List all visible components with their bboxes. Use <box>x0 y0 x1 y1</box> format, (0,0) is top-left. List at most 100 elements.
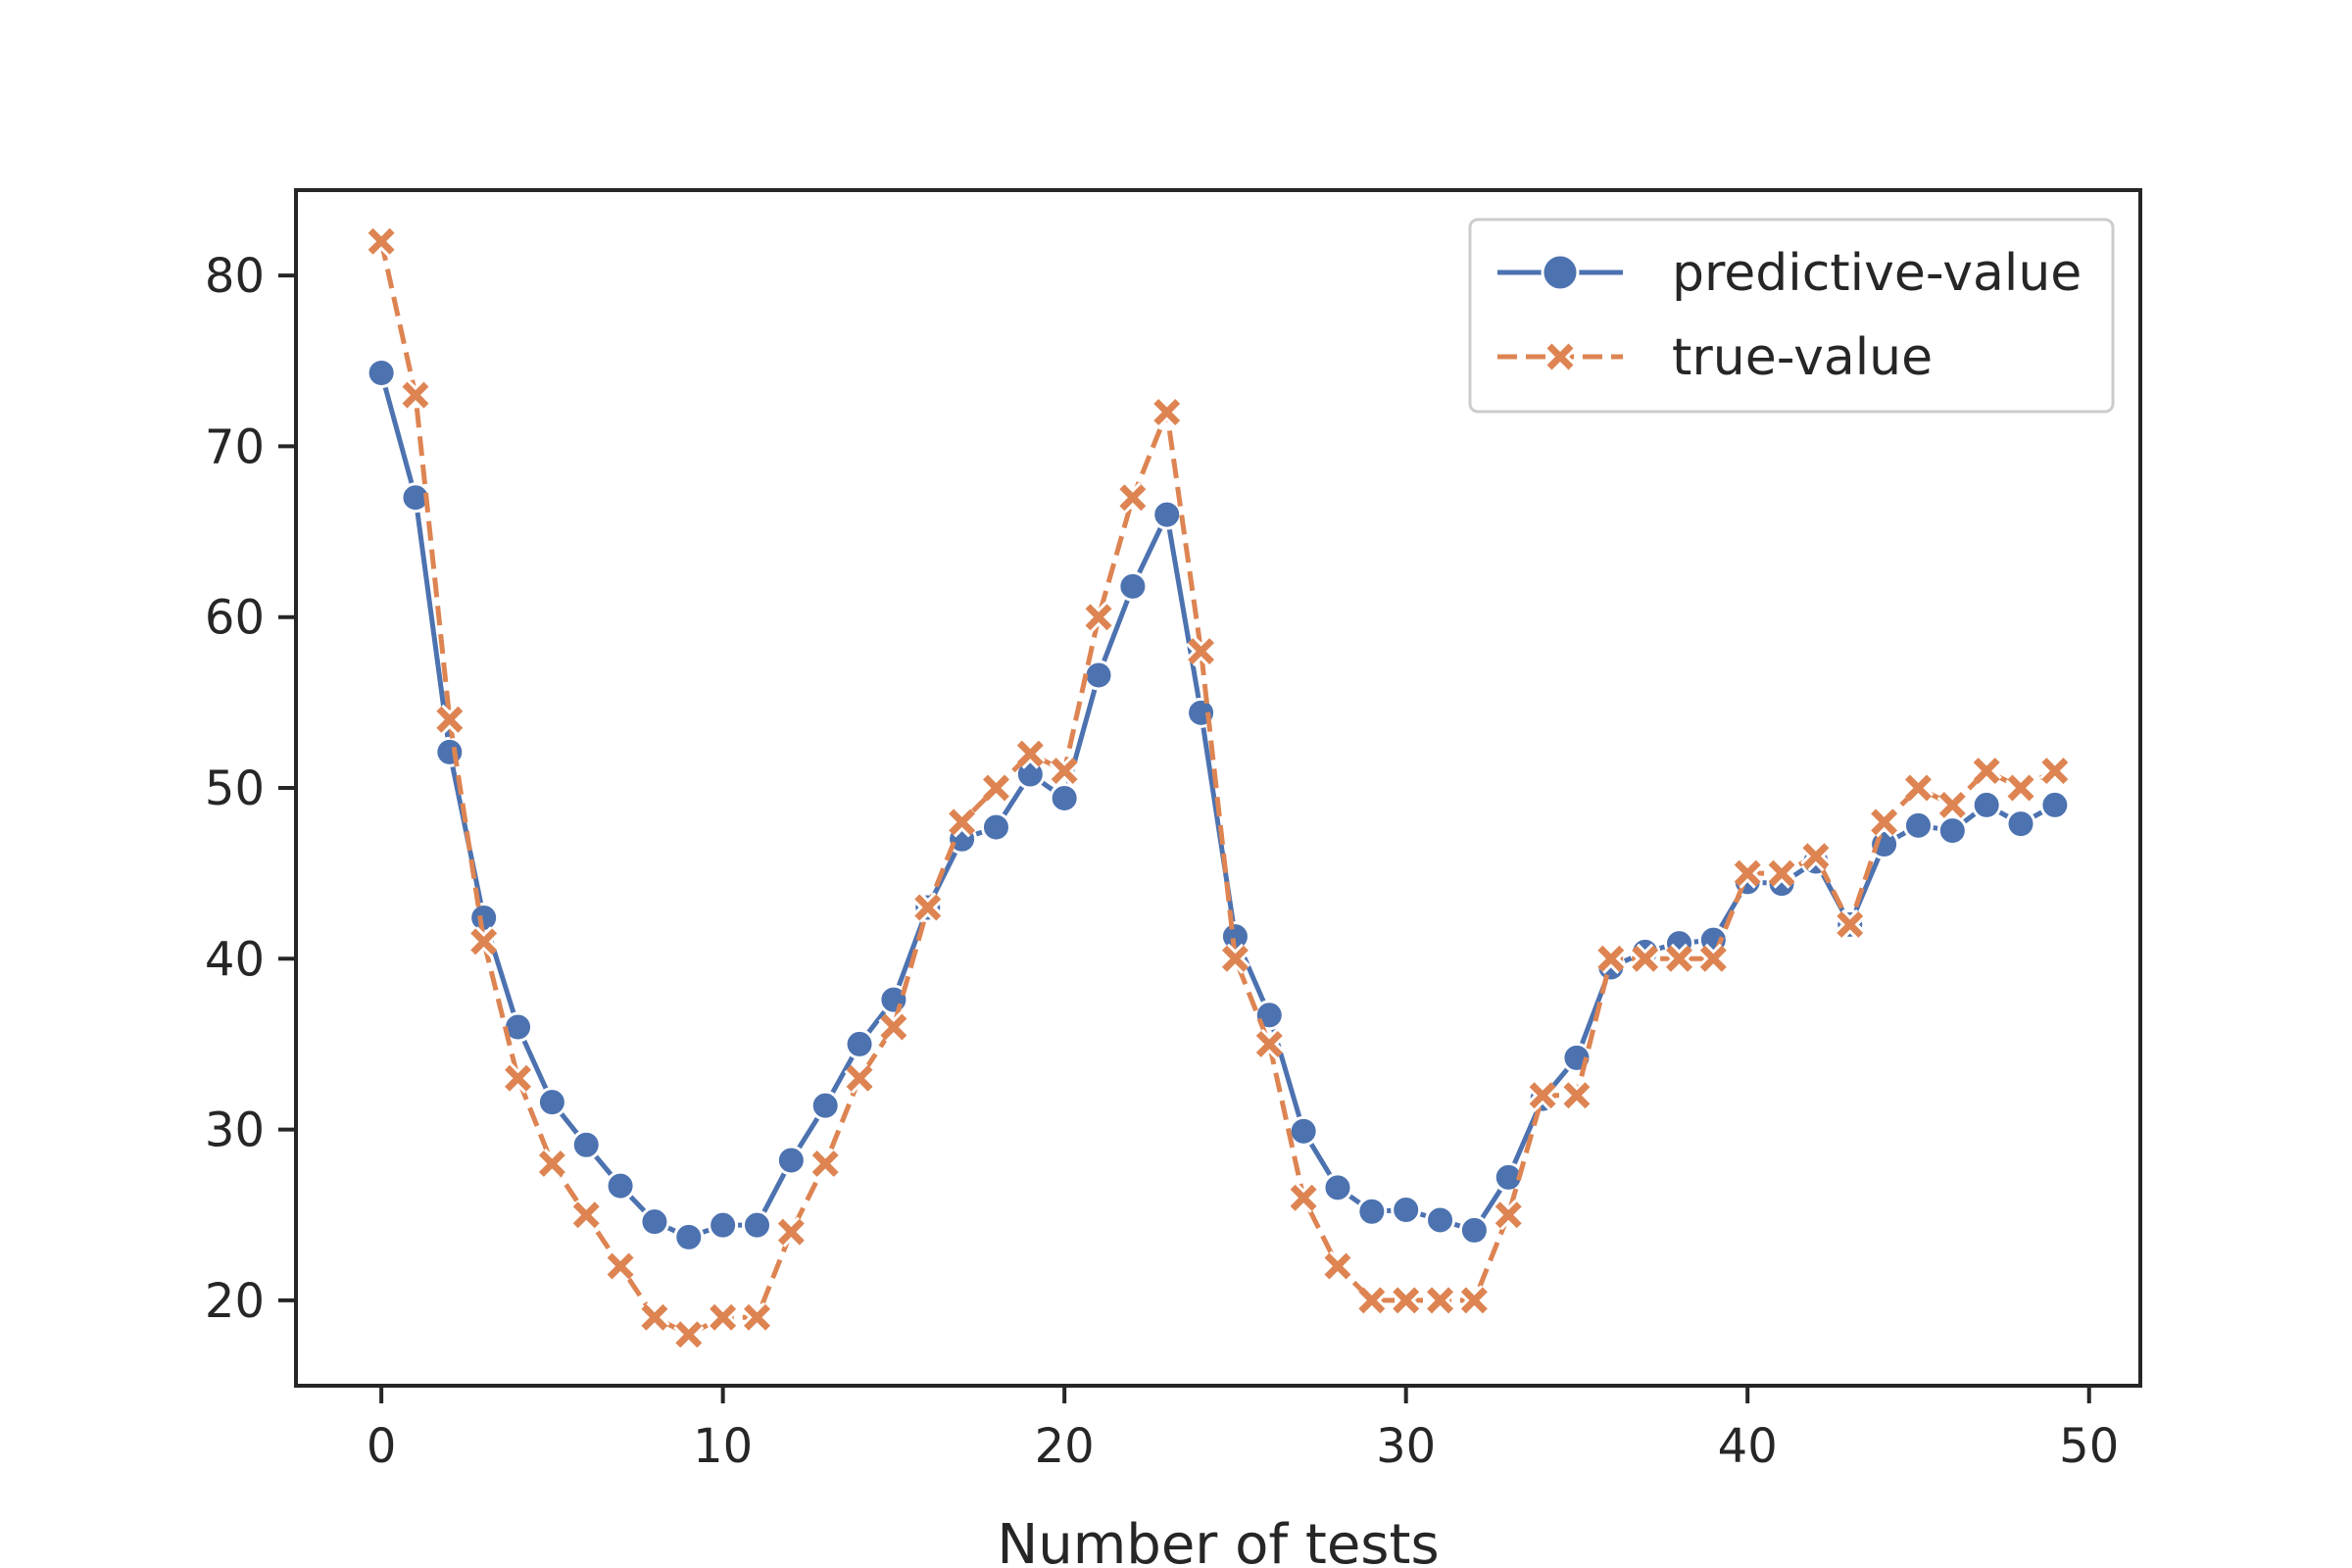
x-axis: 0 10 20 30 40 50 <box>367 1386 2119 1474</box>
data-point-true-value <box>1391 1285 1422 1316</box>
x-tick-label: 20 <box>1035 1419 1095 1474</box>
legend-marker-true-value <box>1544 341 1576 372</box>
data-point-true-value <box>1663 943 1695 974</box>
data-point-predictive-value <box>673 1221 705 1252</box>
y-tick-label: 80 <box>205 249 265 304</box>
data-point-predictive-value <box>400 482 431 514</box>
data-point-true-value <box>741 1301 773 1333</box>
data-point-predictive-value <box>1083 660 1114 691</box>
data-point-predictive-value <box>844 1028 875 1059</box>
data-point-true-value <box>980 772 1012 804</box>
data-point-true-value <box>878 1011 909 1043</box>
data-point-predictive-value <box>1049 782 1080 813</box>
data-point-predictive-value <box>1936 815 1968 847</box>
marker-cross <box>1871 808 1898 836</box>
data-point-true-value <box>1971 755 2002 787</box>
data-point-true-value <box>570 1200 602 1231</box>
y-tick-label: 60 <box>205 591 265 646</box>
marker-cross <box>1973 758 2000 785</box>
data-point-true-value <box>1219 943 1251 974</box>
legend-entry-predictive-value: predictive-value <box>1497 244 2082 303</box>
data-point-predictive-value <box>1493 1161 1524 1193</box>
y-tick-label: 30 <box>205 1103 265 1158</box>
data-point-true-value <box>1356 1285 1388 1316</box>
data-point-true-value <box>536 1148 567 1180</box>
y-tick-label: 70 <box>205 419 265 474</box>
x-tick-label: 50 <box>2059 1419 2119 1474</box>
data-point-true-value <box>468 926 500 957</box>
marker-cross <box>1768 859 1795 887</box>
x-axis-label: Number of tests <box>997 1513 1439 1568</box>
marker-cross <box>641 1303 668 1331</box>
data-point-predictive-value <box>434 736 466 767</box>
data-point-true-value <box>673 1319 705 1350</box>
data-point-predictive-value <box>1425 1204 1456 1236</box>
data-point-true-value <box>1697 943 1729 974</box>
marker-cross <box>1494 1201 1522 1229</box>
data-point-true-value <box>1869 807 1900 838</box>
data-point-predictive-value <box>809 1090 841 1121</box>
data-point-predictive-value <box>536 1087 567 1118</box>
marker-cross <box>572 1201 600 1229</box>
data-point-predictive-value <box>605 1170 636 1201</box>
data-point-predictive-value <box>1391 1194 1422 1225</box>
data-point-true-value <box>1049 755 1080 787</box>
data-point-predictive-value <box>1152 499 1183 530</box>
marker-cross <box>1427 1287 1454 1314</box>
legend-marker-predictive-value <box>1541 253 1580 292</box>
marker-cross <box>505 1064 532 1092</box>
data-point-predictive-value <box>1902 809 1934 841</box>
marker-cross <box>1221 945 1249 972</box>
marker-cross <box>436 706 464 733</box>
data-point-true-value <box>605 1250 636 1282</box>
data-point-true-value <box>1117 482 1149 514</box>
y-axis: 20 30 40 50 60 70 80 <box>205 249 296 1329</box>
marker-cross <box>1802 843 1830 870</box>
marker-cross <box>1119 484 1147 512</box>
data-point-true-value <box>1527 1080 1558 1111</box>
x-tick-label: 10 <box>693 1419 753 1474</box>
data-point-predictive-value <box>2039 789 2071 820</box>
marker-cross <box>1597 945 1625 972</box>
marker-cross <box>1904 774 1932 802</box>
y-tick-label: 40 <box>205 932 265 987</box>
marker-cross <box>1546 343 1574 370</box>
legend-label-true-value: true-value <box>1672 328 1933 387</box>
data-point-predictive-value <box>742 1209 772 1241</box>
legend: predictive-value true-value <box>1468 218 2115 414</box>
marker-cross <box>949 808 976 836</box>
data-point-predictive-value <box>980 811 1011 843</box>
data-point-true-value <box>502 1062 534 1094</box>
data-point-true-value <box>2039 755 2071 787</box>
marker-cross <box>1153 399 1181 426</box>
marker-cross <box>914 894 942 921</box>
data-point-predictive-value <box>1458 1214 1490 1246</box>
marker-cross <box>1632 945 1659 972</box>
data-point-predictive-value <box>1971 789 2002 820</box>
data-point-true-value <box>1493 1200 1524 1231</box>
data-point-predictive-value <box>1288 1115 1319 1147</box>
data-point-true-value <box>1835 908 1866 941</box>
legend-entry-true-value: true-value <box>1497 328 1933 387</box>
marker-cross <box>1188 638 1215 665</box>
data-point-predictive-value <box>775 1145 807 1176</box>
marker-cross <box>2007 774 2034 802</box>
marker-cross <box>368 227 395 255</box>
y-tick-label: 50 <box>205 761 265 816</box>
marker-cross <box>1563 1082 1591 1109</box>
data-point-true-value <box>1458 1285 1490 1316</box>
marker-cross <box>1085 604 1112 631</box>
legend-label-predictive-value: predictive-value <box>1672 244 2082 303</box>
data-point-true-value <box>1732 858 1763 889</box>
x-tick-label: 30 <box>1376 1419 1436 1474</box>
x-tick-label: 0 <box>367 1419 397 1474</box>
data-point-true-value <box>844 1062 875 1094</box>
data-point-true-value <box>775 1216 807 1248</box>
data-point-true-value <box>1595 943 1627 974</box>
marker-cross <box>710 1303 737 1331</box>
data-point-predictive-value <box>1322 1172 1353 1203</box>
x-tick-label: 40 <box>1718 1419 1778 1474</box>
data-point-true-value <box>1424 1285 1456 1316</box>
data-point-true-value <box>947 807 978 838</box>
